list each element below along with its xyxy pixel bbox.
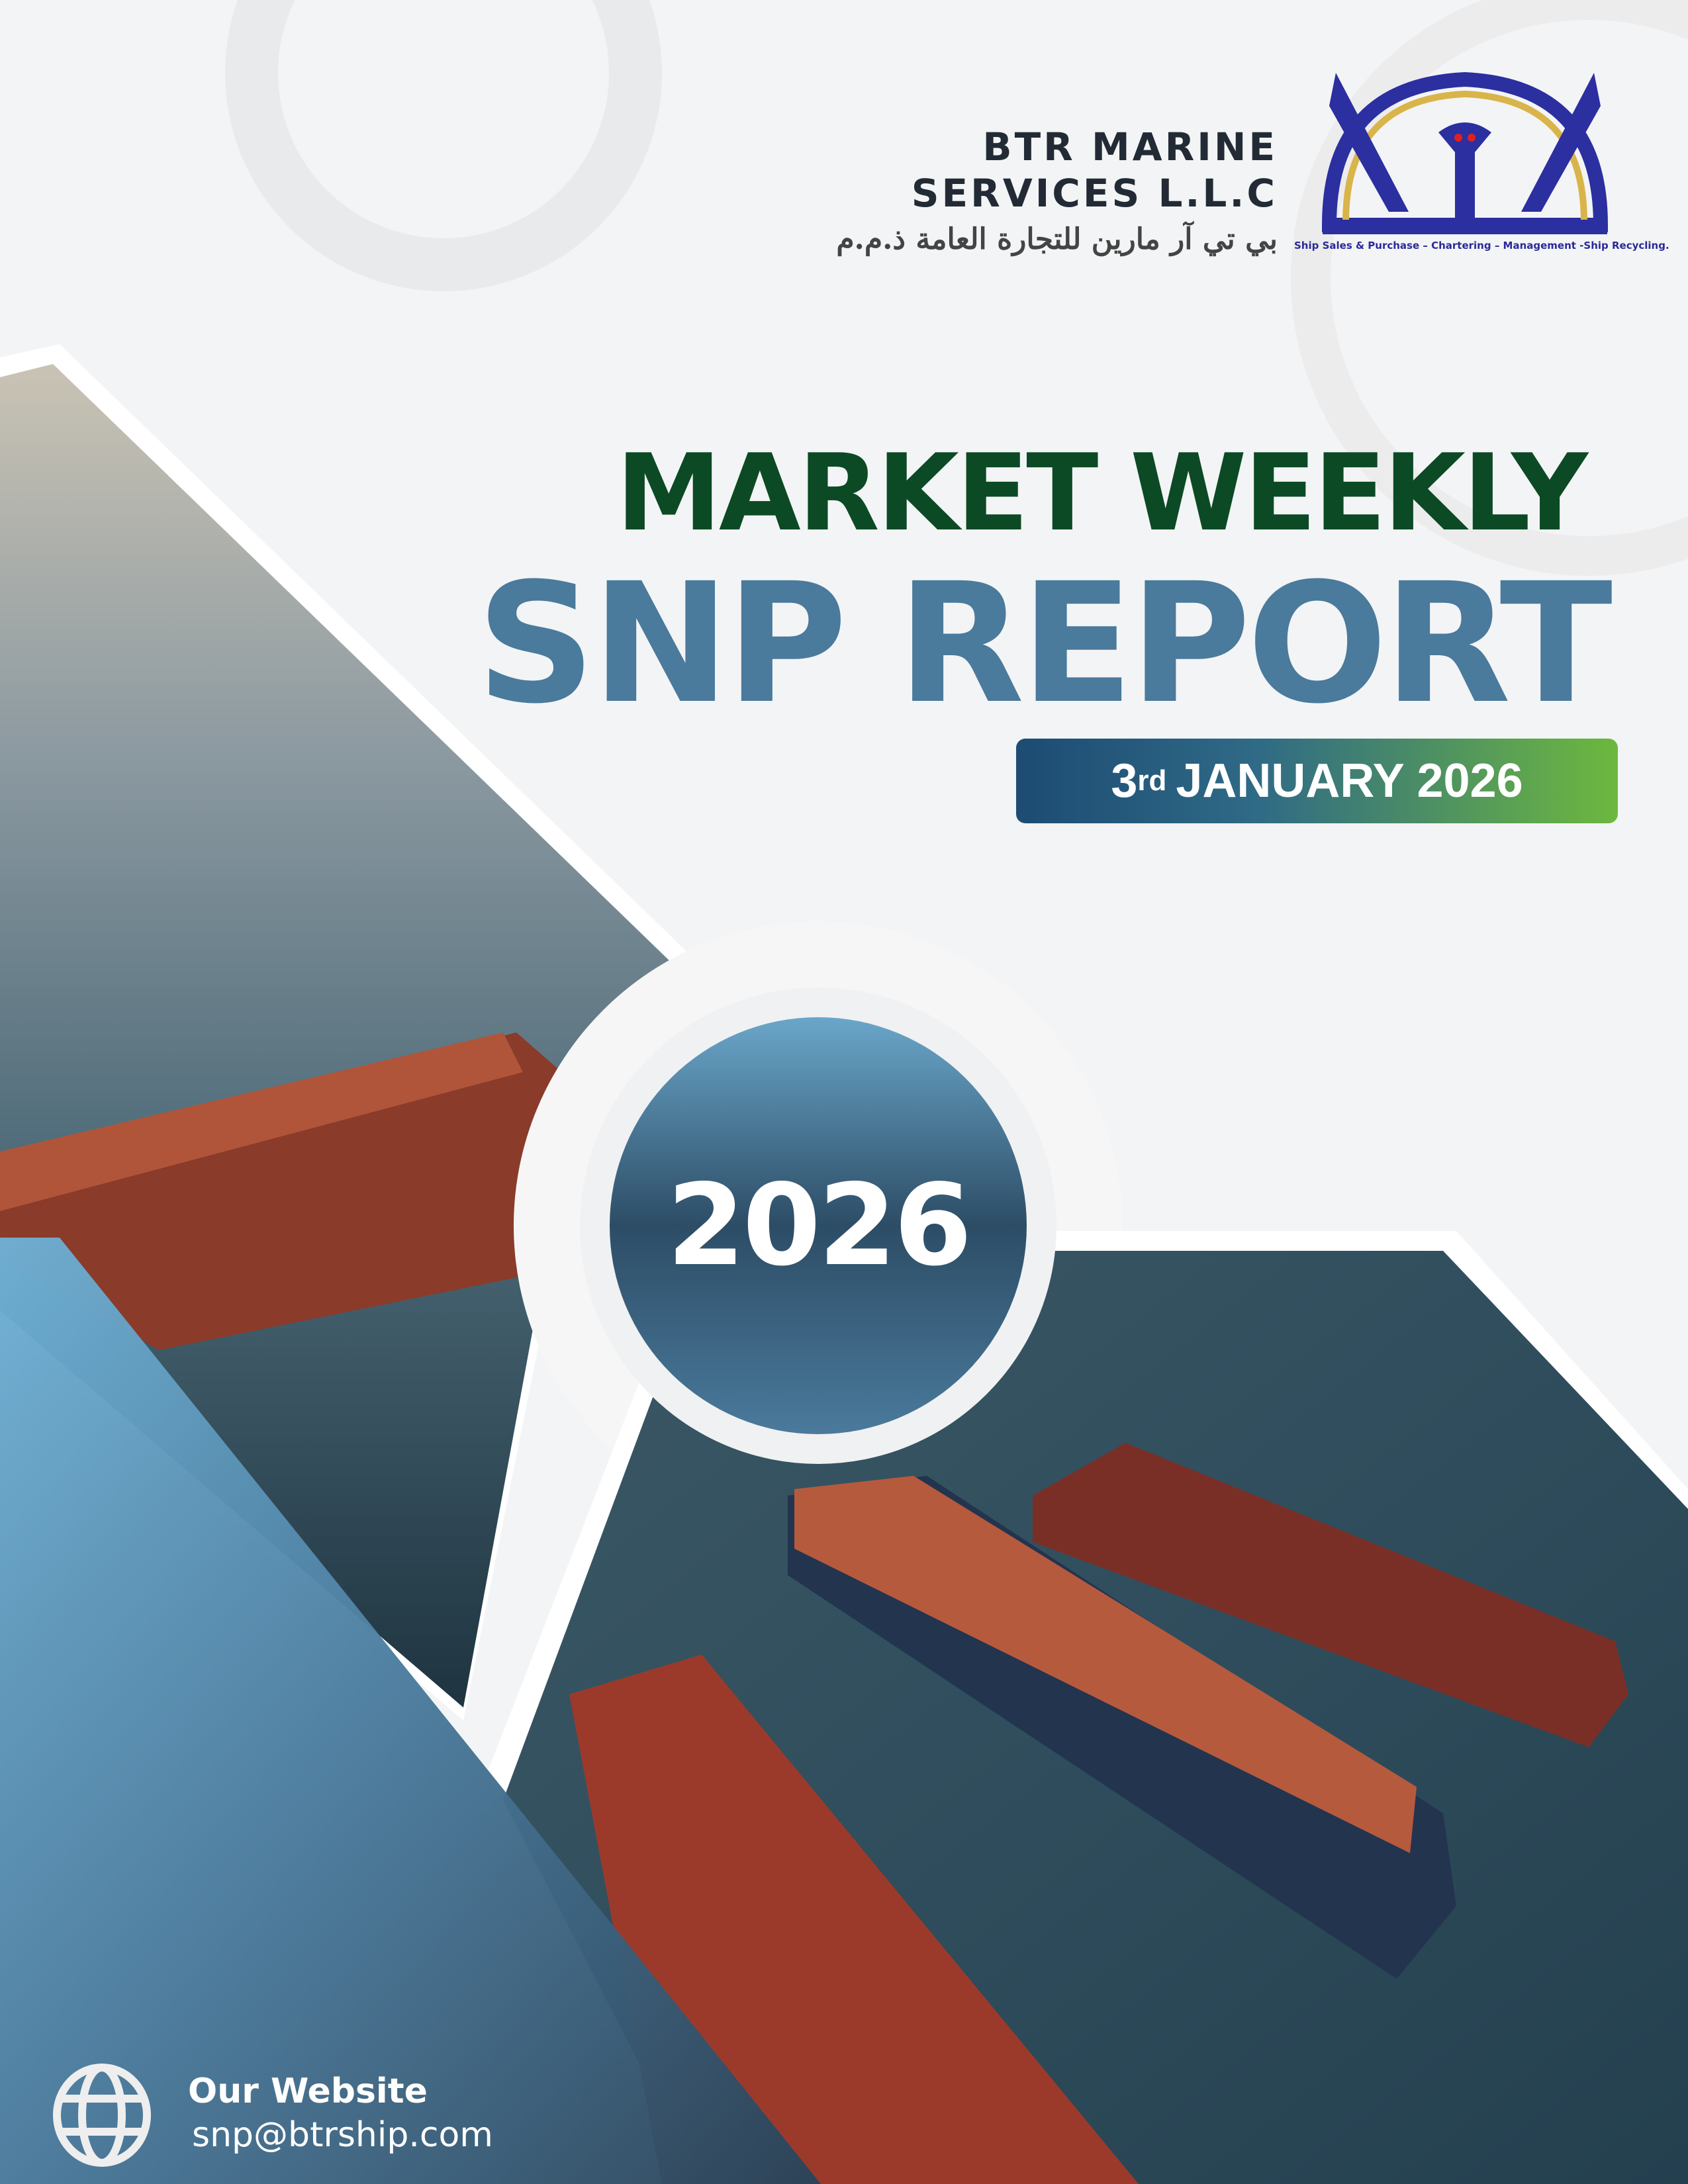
website-label: Our Website [188, 2071, 428, 2111]
date-day: 3 [1111, 754, 1138, 807]
report-title-line2: SNP REPORT [476, 547, 1613, 740]
company-name-line1: BTR MARINE [982, 124, 1278, 169]
company-logo [1321, 71, 1609, 234]
footer-panel [0, 1238, 821, 2184]
bulk-carrier-photo [0, 364, 675, 1707]
globe-icon [53, 2064, 151, 2167]
date-suffix: rd [1137, 764, 1167, 797]
decor-ring [1291, 0, 1688, 576]
year-badge: 2026 [610, 1017, 1027, 1434]
company-name-arabic: بي تي آر مارين للتجارة العامة ذ.م.م [836, 222, 1278, 256]
website-email-link[interactable]: snp@btrship.com [192, 2115, 493, 2155]
decor-ring [225, 0, 662, 291]
ship-hull [0, 1032, 622, 1350]
containers [794, 1476, 1417, 1853]
ship-deck [0, 1032, 523, 1211]
bulk-ship [1033, 1443, 1628, 1747]
date-month-year: JANUARY 2026 [1176, 754, 1523, 807]
company-name-line2: SERVICES L.L.C [911, 171, 1278, 216]
report-title-line1: MARKET WEEKLY [616, 431, 1588, 555]
logo-tagline: Ship Sales & Purchase – Chartering – Man… [1294, 240, 1669, 251]
